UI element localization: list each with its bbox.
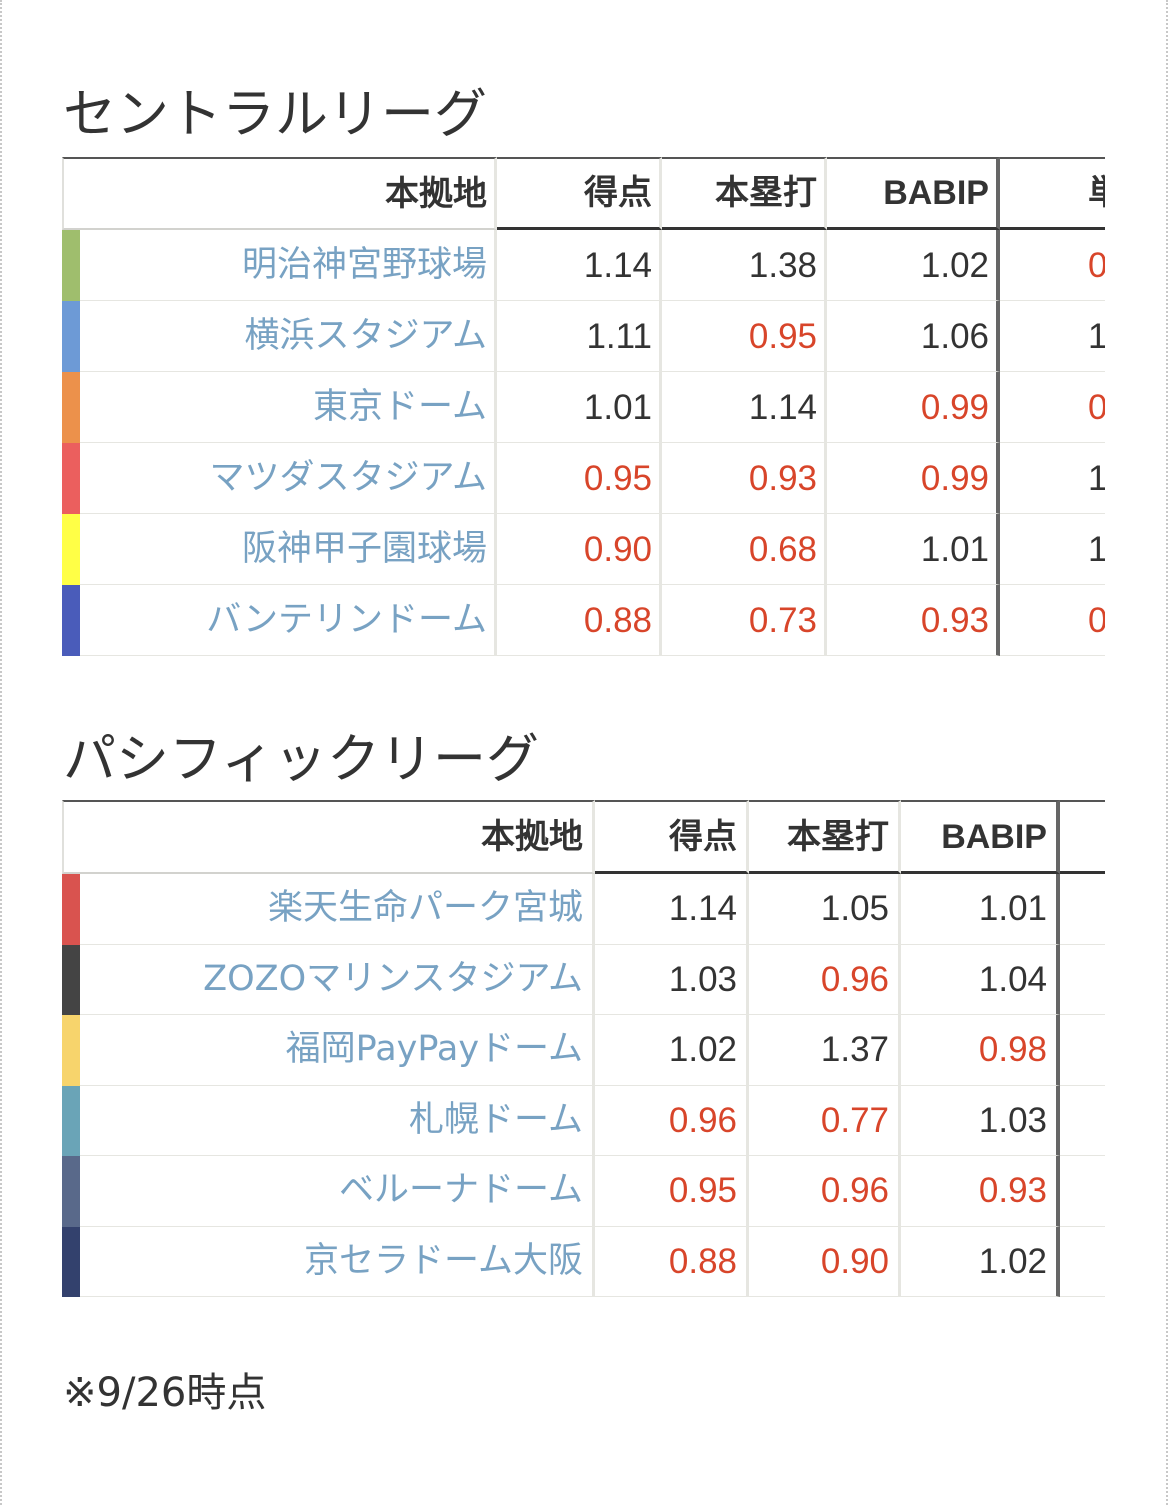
- runs-cell: 0.88: [497, 585, 662, 656]
- header-clipped-column: [1060, 800, 1105, 874]
- babip-cell: 0.99: [827, 372, 1000, 443]
- stadium-link[interactable]: 東京ドーム: [80, 372, 497, 443]
- stadium-link[interactable]: 札幌ドーム: [80, 1085, 595, 1156]
- home-run-cell: 0.93: [662, 443, 827, 514]
- league-title-central: セントラルリーグ: [63, 84, 487, 145]
- clipped-cell: 1: [1000, 514, 1105, 585]
- home-run-cell: 1.38: [662, 230, 827, 301]
- stadium-link[interactable]: バンテリンドーム: [80, 585, 497, 656]
- stadium-link[interactable]: マツダスタジアム: [80, 443, 497, 514]
- runs-cell: 1.14: [497, 230, 662, 301]
- team-color-strip: [62, 514, 80, 585]
- babip-cell: 1.03: [901, 1085, 1060, 1156]
- babip-cell: 1.04: [901, 944, 1060, 1015]
- team-color-strip: [62, 585, 80, 656]
- runs-cell: 1.11: [497, 301, 662, 372]
- home-run-cell: 0.95: [662, 301, 827, 372]
- babip-cell: 0.98: [901, 1015, 1060, 1086]
- babip-cell: 1.01: [901, 874, 1060, 945]
- clipped-cell: [1060, 1156, 1105, 1227]
- clipped-cell: [1060, 945, 1105, 1015]
- runs-cell: 0.88: [595, 1226, 749, 1297]
- babip-cell: 1.02: [901, 1226, 1060, 1297]
- home-run-cell: 1.05: [749, 874, 901, 945]
- runs-cell: 1.03: [595, 944, 749, 1015]
- runs-cell: 1.02: [595, 1015, 749, 1086]
- stadium-link[interactable]: 横浜スタジアム: [80, 301, 497, 372]
- runs-cell: 0.90: [497, 514, 662, 585]
- runs-cell: 0.95: [497, 443, 662, 514]
- header-stadium: 本拠地: [62, 800, 595, 874]
- home-run-cell: 0.96: [749, 1156, 901, 1227]
- babip-cell: 1.02: [827, 230, 1000, 301]
- clipped-cell: [1060, 1227, 1105, 1297]
- header-home-runs: 本塁打: [662, 157, 827, 230]
- central-league-table[interactable]: 本拠地 得点 本塁打 BABIP 単 明治神宮野球場1.141.381.020横…: [62, 157, 1105, 656]
- team-color-strip: [62, 944, 80, 1015]
- clipped-cell: [1060, 874, 1105, 945]
- babip-cell: 1.01: [827, 514, 1000, 585]
- clipped-cell: 1: [1000, 443, 1105, 514]
- header-babip: BABIP: [827, 157, 1000, 230]
- team-color-strip: [62, 372, 80, 443]
- home-run-cell: 0.77: [749, 1085, 901, 1156]
- home-run-cell: 0.90: [749, 1226, 901, 1297]
- header-runs: 得点: [497, 157, 662, 230]
- home-run-cell: 1.14: [662, 372, 827, 443]
- team-color-strip: [62, 874, 80, 945]
- babip-cell: 0.99: [827, 443, 1000, 514]
- stadium-link[interactable]: 京セラドーム大阪: [80, 1226, 595, 1297]
- as-of-note: ※9/26時点: [63, 1370, 267, 1416]
- babip-cell: 0.93: [901, 1156, 1060, 1227]
- stadium-link[interactable]: 阪神甲子園球場: [80, 514, 497, 585]
- stadium-link[interactable]: ZOZOマリンスタジアム: [80, 944, 595, 1015]
- stadium-link[interactable]: 福岡PayPayドーム: [80, 1015, 595, 1086]
- team-color-strip: [62, 1156, 80, 1227]
- home-run-cell: 0.73: [662, 585, 827, 656]
- home-run-cell: 0.96: [749, 944, 901, 1015]
- stadium-link[interactable]: 明治神宮野球場: [80, 230, 497, 301]
- header-runs: 得点: [595, 800, 749, 874]
- home-run-cell: 1.37: [749, 1015, 901, 1086]
- team-color-strip: [62, 1226, 80, 1297]
- pacific-league-table[interactable]: 本拠地 得点 本塁打 BABIP 楽天生命パーク宮城 1.14 1.05 1.01 ZO…: [62, 800, 1105, 1297]
- runs-cell: 0.95: [595, 1156, 749, 1227]
- header-babip: BABIP: [901, 800, 1060, 874]
- clipped-cell: 1: [1000, 301, 1105, 372]
- team-color-strip: [62, 301, 80, 372]
- stadium-link[interactable]: 楽天生命パーク宮城: [80, 874, 595, 945]
- header-stadium: 本拠地: [62, 157, 497, 230]
- team-color-strip: [62, 1085, 80, 1156]
- header-home-runs: 本塁打: [749, 800, 901, 874]
- stadium-link[interactable]: ベルーナドーム: [80, 1156, 595, 1227]
- clipped-cell: [1060, 1086, 1105, 1156]
- home-run-cell: 0.68: [662, 514, 827, 585]
- team-color-strip: [62, 443, 80, 514]
- runs-cell: 1.14: [595, 874, 749, 945]
- clipped-cell: 0: [1000, 230, 1105, 301]
- clipped-cell: [1060, 1015, 1105, 1086]
- clipped-cell: 0: [1000, 585, 1105, 656]
- team-color-strip: [62, 230, 80, 301]
- runs-cell: 1.01: [497, 372, 662, 443]
- clipped-cell: 0: [1000, 372, 1105, 443]
- babip-cell: 0.93: [827, 585, 1000, 656]
- header-clipped-column: 単: [1000, 157, 1105, 230]
- league-title-pacific: パシフィックリーグ: [63, 729, 539, 790]
- runs-cell: 0.96: [595, 1085, 749, 1156]
- team-color-strip: [62, 1015, 80, 1086]
- babip-cell: 1.06: [827, 301, 1000, 372]
